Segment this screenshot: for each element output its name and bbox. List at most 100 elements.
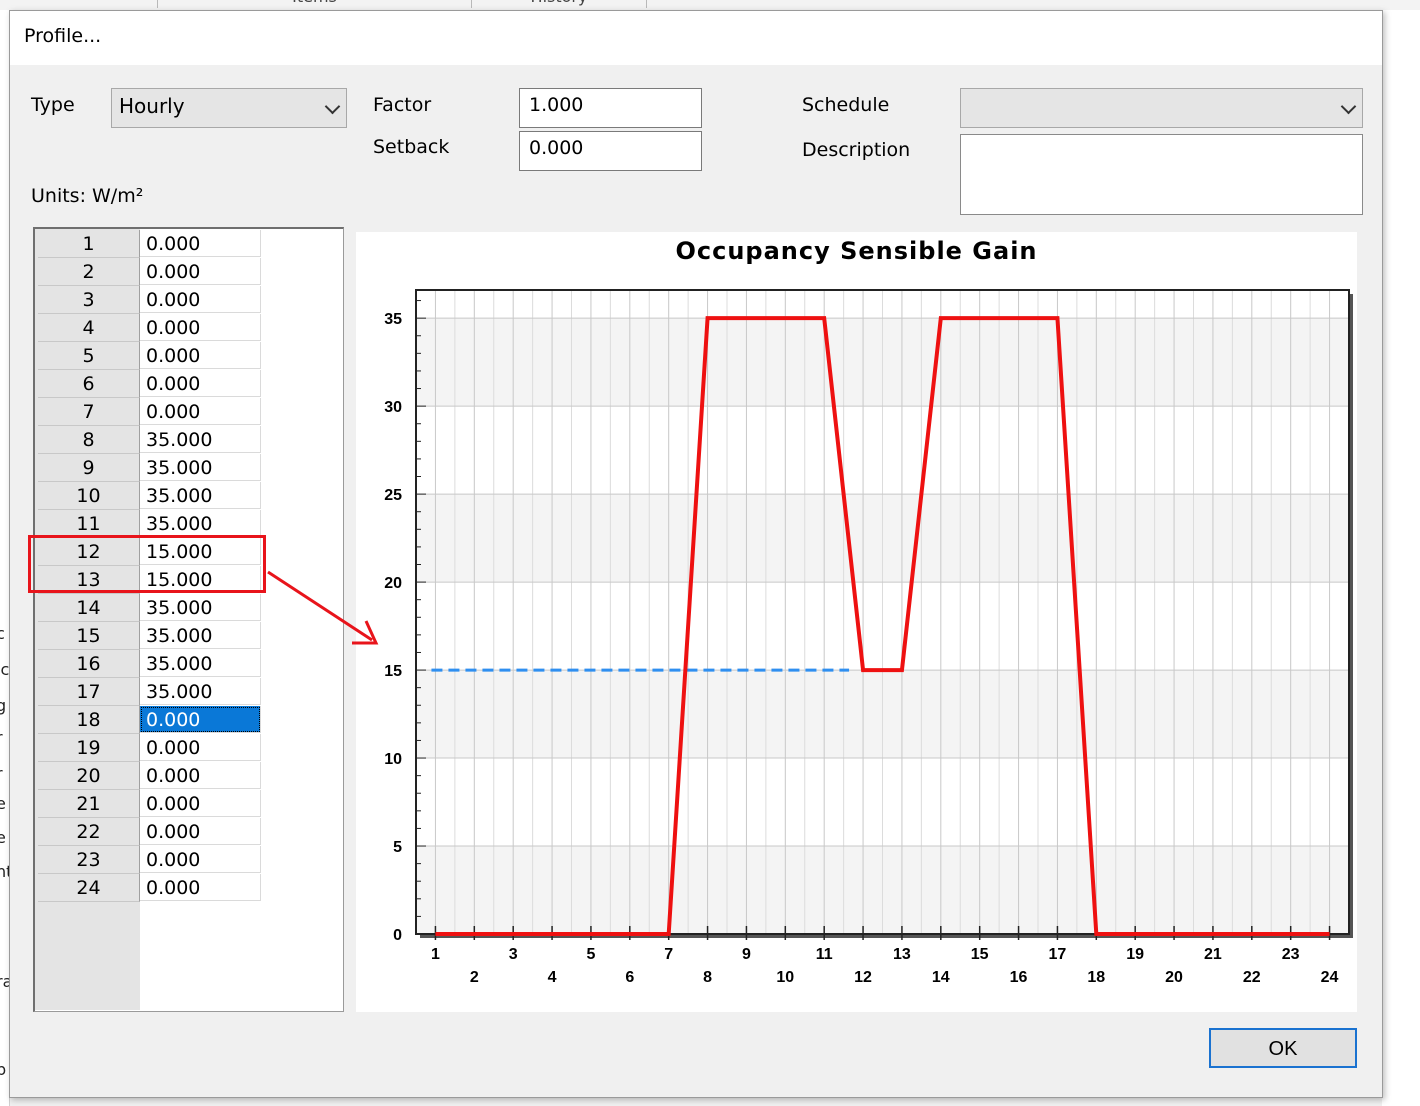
x-tick-label: 6 bbox=[625, 969, 634, 986]
x-tick-label: 1 bbox=[431, 946, 440, 963]
value-cell[interactable]: 0.000 bbox=[140, 258, 261, 285]
row-number: 15 bbox=[38, 622, 140, 650]
value-cell[interactable]: 35.000 bbox=[140, 510, 261, 537]
table-row[interactable]: 3 0.000 bbox=[38, 286, 263, 314]
hourly-values-grid[interactable]: 1 0.000 2 0.000 3 0.000 4 0.000 5 0.000 6 0.000 7 0.0… bbox=[33, 227, 344, 1012]
y-tick-label: 25 bbox=[384, 487, 402, 504]
value-cell[interactable]: 0.000 bbox=[140, 790, 261, 817]
chart-panel: 0 5 10 15 20 25 30 35 1 3 5 7 9 11 13 15 17 19 21 23 2 4 6 8 10 1… bbox=[356, 232, 1357, 1012]
value-cell[interactable]: 35.000 bbox=[140, 454, 261, 481]
value-cell[interactable]: 0.000 bbox=[140, 846, 261, 873]
table-row[interactable]: 10 35.000 bbox=[38, 482, 263, 510]
highlight-box-rows-12-13 bbox=[28, 535, 266, 593]
factor-input[interactable]: 1.000 bbox=[519, 88, 702, 128]
factor-label: Factor bbox=[373, 94, 432, 116]
table-row[interactable]: 13 15.000 bbox=[38, 566, 263, 594]
background-glyph: ic bbox=[0, 660, 10, 679]
row-number: 4 bbox=[38, 314, 140, 342]
profile-dialog: Profile... Type Hourly Factor 1.000 Setb… bbox=[9, 10, 1383, 1098]
value-cell[interactable]: 35.000 bbox=[140, 650, 261, 677]
value-cell[interactable]: 0.000 bbox=[140, 874, 261, 901]
value-cell[interactable]: 35.000 bbox=[140, 482, 261, 509]
x-tick-label: 3 bbox=[509, 946, 518, 963]
value-cell[interactable]: 35.000 bbox=[140, 678, 261, 705]
row-number: 10 bbox=[38, 482, 140, 510]
value-cell[interactable]: 0.000 bbox=[140, 230, 261, 257]
table-row[interactable]: 12 15.000 bbox=[38, 538, 263, 566]
table-row[interactable]: 5 0.000 bbox=[38, 342, 263, 370]
x-tick-label: 23 bbox=[1282, 946, 1300, 963]
x-tick-label: 22 bbox=[1243, 969, 1261, 986]
row-number: 9 bbox=[38, 454, 140, 482]
value-cell[interactable]: 0.000 bbox=[140, 286, 261, 313]
background-tab-history: History bbox=[471, 0, 647, 8]
x-tick-label: 18 bbox=[1087, 969, 1105, 986]
table-row[interactable]: 15 35.000 bbox=[38, 622, 263, 650]
table-row[interactable]: 19 0.000 bbox=[38, 734, 263, 762]
table-row[interactable]: 2 0.000 bbox=[38, 258, 263, 286]
description-input[interactable] bbox=[960, 134, 1363, 215]
y-tick-label: 0 bbox=[393, 927, 402, 944]
table-row[interactable]: 1 0.000 bbox=[38, 230, 263, 258]
table-row[interactable]: 8 35.000 bbox=[38, 426, 263, 454]
value-cell[interactable]: 35.000 bbox=[140, 594, 261, 621]
row-number: 6 bbox=[38, 370, 140, 398]
background-glyph: ra bbox=[0, 972, 9, 991]
row-number: 14 bbox=[38, 594, 140, 622]
table-row[interactable]: 16 35.000 bbox=[38, 650, 263, 678]
value-cell[interactable]: 35.000 bbox=[140, 426, 261, 453]
x-tick-label: 11 bbox=[816, 946, 833, 963]
row-number: 5 bbox=[38, 342, 140, 370]
chart-title: Occupancy Sensible Gain bbox=[675, 237, 1038, 265]
table-row[interactable]: 22 0.000 bbox=[38, 818, 263, 846]
value-cell[interactable]: 0.000 bbox=[140, 370, 261, 397]
x-tick-label: 5 bbox=[586, 946, 595, 963]
table-row[interactable]: 20 0.000 bbox=[38, 762, 263, 790]
chevron-down-icon bbox=[1340, 98, 1357, 115]
row-number: 22 bbox=[38, 818, 140, 846]
x-tick-label: 10 bbox=[776, 969, 794, 986]
table-row[interactable]: 24 0.000 bbox=[38, 874, 263, 902]
value-cell[interactable]: 0.000 bbox=[140, 818, 261, 845]
row-number: 11 bbox=[38, 510, 140, 538]
value-cell[interactable]: 0.000 bbox=[140, 706, 261, 733]
value-cell[interactable]: 0.000 bbox=[140, 734, 261, 761]
table-row[interactable]: 18 0.000 bbox=[38, 706, 263, 734]
setback-input-value: 0.000 bbox=[529, 137, 584, 159]
table-row[interactable]: 21 0.000 bbox=[38, 790, 263, 818]
ok-button[interactable]: OK bbox=[1209, 1028, 1357, 1068]
y-tick-label: 10 bbox=[384, 751, 402, 768]
value-cell[interactable]: 35.000 bbox=[140, 622, 261, 649]
table-row[interactable]: 23 0.000 bbox=[38, 846, 263, 874]
value-cell[interactable]: 0.000 bbox=[140, 398, 261, 425]
schedule-dropdown[interactable] bbox=[960, 88, 1363, 128]
x-tick-label: 19 bbox=[1126, 946, 1144, 963]
row-number: 3 bbox=[38, 286, 140, 314]
table-row[interactable]: 14 35.000 bbox=[38, 594, 263, 622]
value-cell[interactable]: 15.000 bbox=[140, 566, 261, 593]
background-glyph: nt bbox=[0, 862, 9, 881]
table-row[interactable]: 17 35.000 bbox=[38, 678, 263, 706]
row-number: 17 bbox=[38, 678, 140, 706]
table-row[interactable]: 7 0.000 bbox=[38, 398, 263, 426]
table-row[interactable]: 6 0.000 bbox=[38, 370, 263, 398]
value-cell[interactable]: 0.000 bbox=[140, 762, 261, 789]
x-tick-label: 13 bbox=[893, 946, 911, 963]
x-tick-label: 7 bbox=[664, 946, 673, 963]
value-cell[interactable]: 0.000 bbox=[140, 314, 261, 341]
row-number: 24 bbox=[38, 874, 140, 902]
setback-input[interactable]: 0.000 bbox=[519, 131, 702, 171]
background-glyph: r bbox=[0, 764, 3, 783]
description-label: Description bbox=[802, 139, 911, 161]
x-tick-label: 9 bbox=[742, 946, 751, 963]
table-row[interactable]: 11 35.000 bbox=[38, 510, 263, 538]
table-row[interactable]: 4 0.000 bbox=[38, 314, 263, 342]
x-tick-label: 15 bbox=[971, 946, 989, 963]
table-row[interactable]: 9 35.000 bbox=[38, 454, 263, 482]
background-glyph: e bbox=[0, 828, 6, 847]
y-tick-label: 5 bbox=[393, 839, 402, 856]
series-line bbox=[435, 316, 1330, 936]
value-cell[interactable]: 0.000 bbox=[140, 342, 261, 369]
value-cell[interactable]: 15.000 bbox=[140, 538, 261, 565]
type-dropdown[interactable]: Hourly bbox=[111, 88, 347, 128]
